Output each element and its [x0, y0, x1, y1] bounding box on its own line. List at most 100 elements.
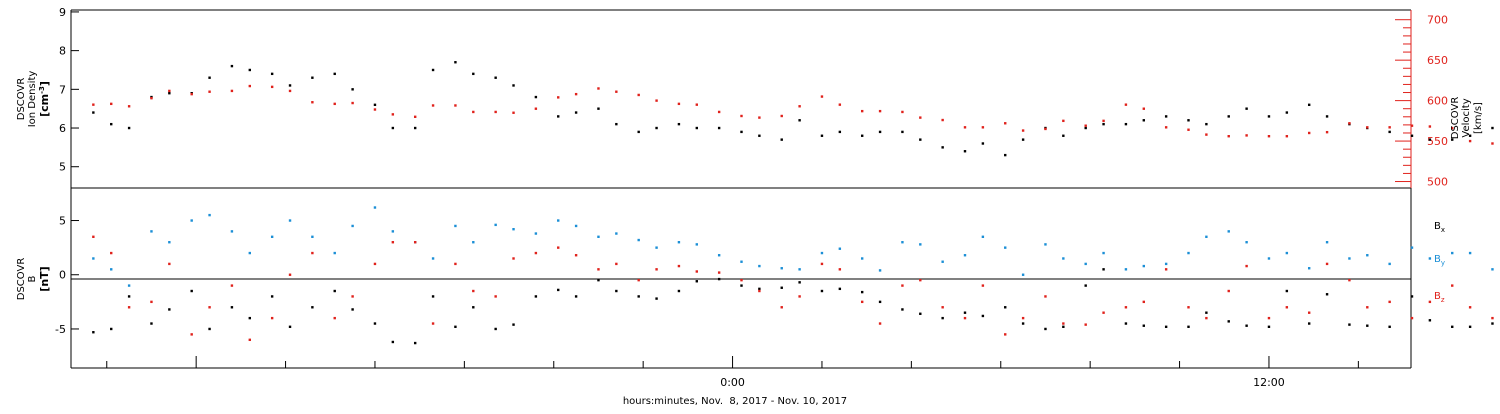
bx-point: [92, 331, 95, 334]
top-right-ylabel-line3: [km/s]: [1473, 102, 1484, 134]
bz-point: [798, 295, 801, 298]
by-point: [860, 257, 864, 260]
by-point: [1187, 251, 1190, 255]
bx-point: [1285, 289, 1289, 293]
ion-density-point: [860, 134, 864, 137]
by-point: [597, 235, 600, 238]
bz-point: [127, 306, 131, 309]
by-point: [1267, 257, 1271, 260]
x-axis-title: hours:minutes, Nov. 8, 2017 - Nov. 10, 2…: [623, 396, 847, 407]
ion-density-point: [1227, 115, 1230, 118]
velocity-point: [150, 96, 153, 100]
by-point: [168, 241, 171, 244]
unit-text: [cm: [38, 94, 51, 117]
velocity-point: [373, 108, 377, 111]
velocity-point: [838, 103, 842, 106]
velocity-point: [1468, 139, 1472, 143]
top-left-ylabel-line1: DSCOVR: [16, 78, 27, 121]
ion-density-point: [901, 130, 904, 134]
bz-point: [150, 300, 153, 304]
bx-point: [1325, 293, 1329, 296]
velocity-point: [454, 104, 457, 107]
by-point: [655, 246, 658, 249]
bz-point: [637, 278, 640, 282]
bz-point: [758, 289, 761, 293]
bz-point: [1245, 264, 1248, 268]
bz-point: [512, 257, 515, 260]
bz-point: [1468, 306, 1472, 309]
by-point: [838, 247, 842, 250]
by-point: [798, 268, 801, 271]
by-point: [1285, 251, 1289, 255]
velocity-point: [1227, 135, 1230, 138]
bz-point: [615, 262, 618, 266]
bx-point: [838, 287, 842, 291]
ion-density-point: [534, 95, 538, 99]
bz-point: [248, 338, 251, 342]
bz-point: [820, 262, 824, 266]
velocity-point: [1205, 133, 1208, 136]
bz-point: [1451, 284, 1454, 287]
velocity-point: [695, 103, 698, 106]
velocity-point: [1084, 124, 1087, 127]
ion-density-point: [248, 68, 251, 72]
ion-density-point: [615, 122, 618, 126]
bx-point: [168, 308, 171, 311]
by-point: [1491, 268, 1494, 271]
bx-point: [597, 278, 600, 282]
top-right-ylabel-line1: DSCOVR: [1450, 97, 1461, 140]
velocity-point: [1021, 129, 1025, 132]
bx-point: [1084, 284, 1087, 287]
velocity-point: [1348, 122, 1351, 125]
velocity-point: [981, 126, 985, 129]
ion-density-point: [919, 138, 922, 141]
velocity-point: [919, 116, 922, 119]
ion-density-point: [1325, 115, 1329, 118]
bx-point: [1245, 324, 1248, 327]
bx-point: [288, 325, 292, 328]
velocity-point: [878, 109, 882, 113]
bz-point: [1267, 316, 1271, 320]
velocity-point: [557, 96, 560, 99]
bx-point: [695, 280, 698, 283]
bz-point: [574, 254, 578, 257]
by-point: [288, 219, 292, 222]
bx-point: [1164, 325, 1168, 328]
bx-point: [1062, 325, 1065, 328]
legend-bz: Bz: [1434, 291, 1445, 304]
bz-point: [1227, 289, 1230, 293]
by-point: [454, 224, 457, 228]
bx-point: [534, 295, 538, 298]
top-left-tick-label: 9: [59, 6, 66, 19]
by-point: [557, 219, 560, 222]
velocity-point: [574, 92, 578, 96]
velocity-point: [637, 93, 640, 97]
bx-point: [1004, 306, 1007, 309]
ion-density-point: [820, 134, 824, 137]
bx-point: [270, 295, 274, 298]
by-point: [1245, 241, 1248, 244]
by-point: [472, 241, 475, 244]
top-left-tick-label: 6: [59, 122, 66, 135]
bz-point: [1062, 322, 1065, 325]
bx-point: [981, 314, 985, 318]
bx-point: [655, 297, 658, 300]
bz-point: [413, 241, 417, 244]
bx-point: [1348, 323, 1351, 326]
bz-point: [1021, 316, 1025, 320]
bx-point: [1451, 325, 1454, 328]
top-right-tick-label: 500: [1427, 176, 1448, 189]
by-point: [1102, 251, 1105, 255]
bz-point: [981, 284, 985, 287]
velocity-point: [494, 110, 497, 114]
bx-point: [798, 281, 801, 284]
bz-point: [1124, 306, 1128, 309]
bz-point: [1142, 300, 1145, 304]
bz-point: [311, 251, 314, 255]
bz-point: [1044, 295, 1047, 298]
ion-density-point: [208, 76, 211, 79]
bz-point: [230, 284, 234, 287]
bz-point: [780, 306, 783, 309]
ion-density-point: [758, 134, 761, 137]
